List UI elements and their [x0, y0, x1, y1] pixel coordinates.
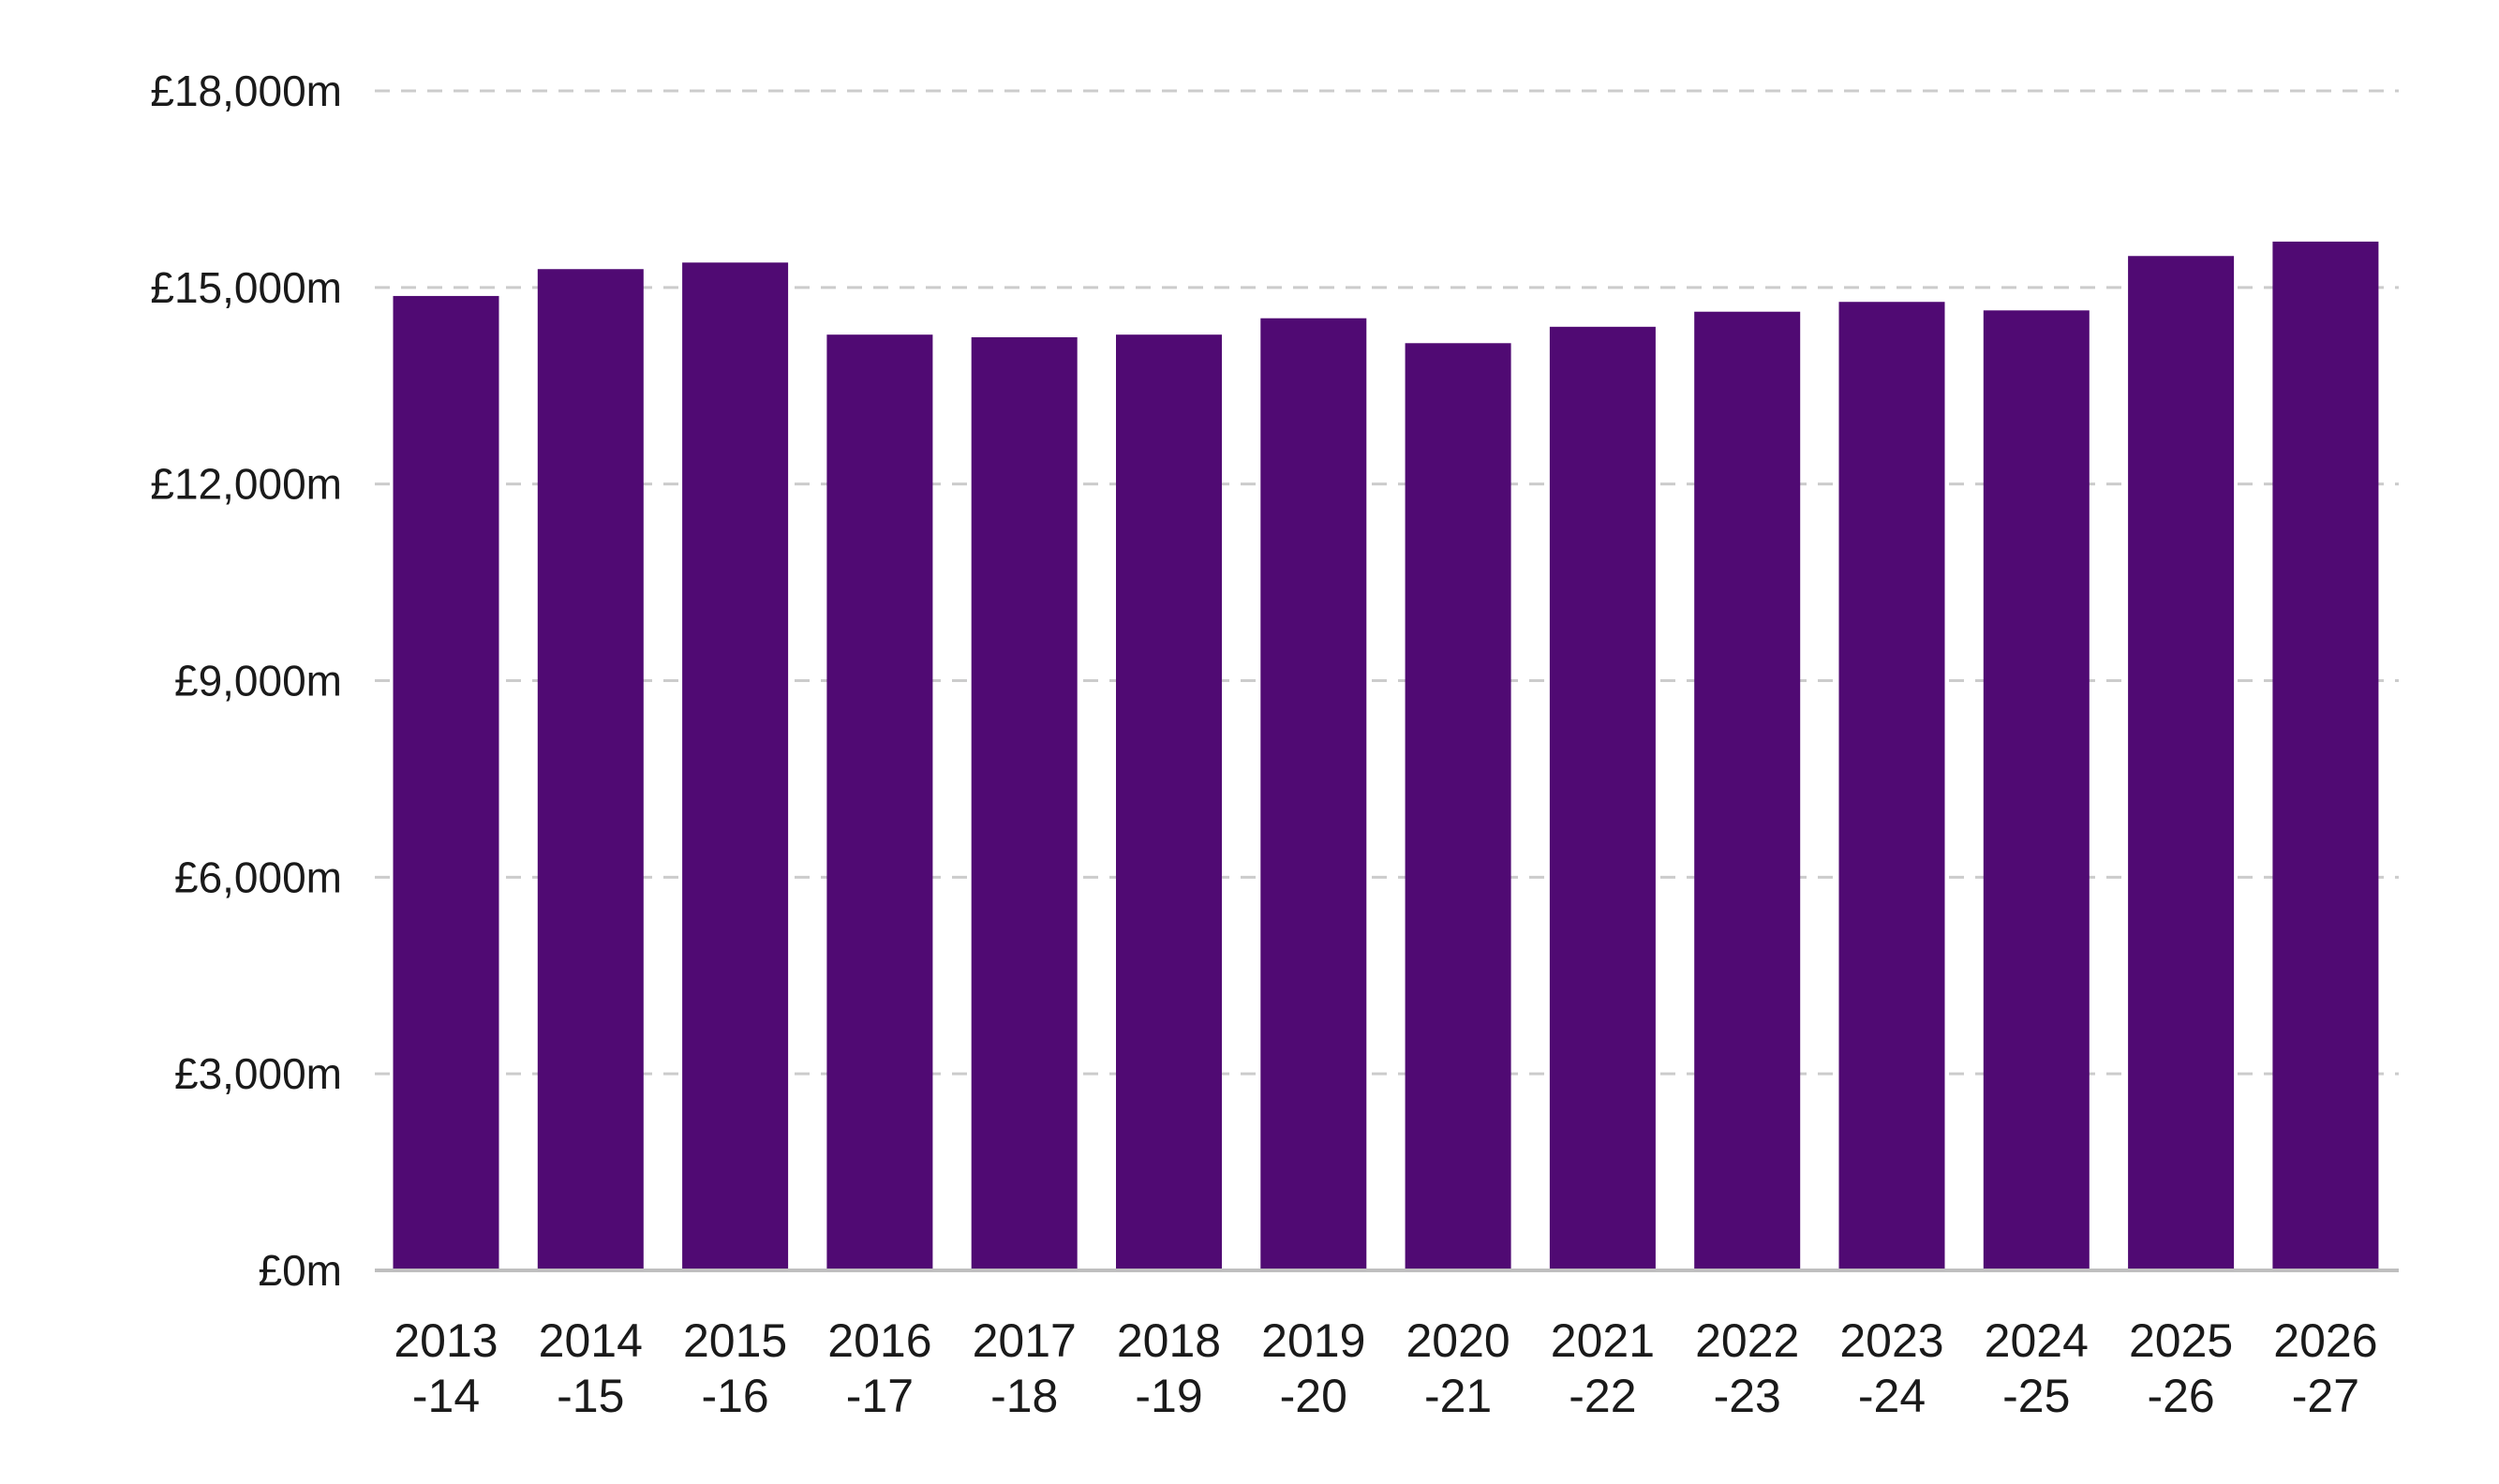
- x-tick-label: 2019: [1261, 1314, 1365, 1367]
- bar: [1549, 326, 1656, 1270]
- bar: [682, 262, 789, 1271]
- bar: [537, 269, 644, 1270]
- x-tick-label: -26: [2147, 1370, 2214, 1422]
- x-tick-label: -19: [1135, 1370, 1202, 1422]
- bar: [1260, 318, 1367, 1270]
- x-tick-label: -24: [1858, 1370, 1926, 1422]
- y-axis-tick-labels: £0m £3,000m £6,000m £9,000m £12,000m £15,000m…: [150, 67, 342, 1295]
- y-tick-label: £15,000m: [150, 263, 342, 312]
- x-tick-label: -21: [1424, 1370, 1492, 1422]
- x-tick-label: -20: [1280, 1370, 1347, 1422]
- y-tick-label: £6,000m: [174, 853, 342, 901]
- bar: [1405, 343, 1511, 1270]
- x-tick-label: 2013: [394, 1314, 498, 1367]
- x-tick-label: 2021: [1551, 1314, 1655, 1367]
- bar: [971, 336, 1078, 1271]
- x-tick-label: -15: [557, 1370, 624, 1422]
- x-tick-label: -25: [2002, 1370, 2070, 1422]
- x-tick-label: -23: [1714, 1370, 1781, 1422]
- bar: [826, 334, 933, 1270]
- y-tick-label: £12,000m: [150, 460, 342, 509]
- y-tick-label: £18,000m: [150, 67, 342, 115]
- x-tick-label: 2020: [1406, 1314, 1510, 1367]
- x-tick-label: -18: [990, 1370, 1058, 1422]
- x-tick-label: 2016: [827, 1314, 931, 1367]
- x-tick-label: -14: [412, 1370, 480, 1422]
- x-tick-label: -27: [2292, 1370, 2359, 1422]
- bar: [1983, 310, 2090, 1270]
- x-tick-label: 2026: [2273, 1314, 2377, 1367]
- x-tick-label: 2017: [973, 1314, 1077, 1367]
- x-tick-label: 2025: [2129, 1314, 2233, 1367]
- x-tick-label: 2022: [1695, 1314, 1799, 1367]
- bars: [393, 241, 2379, 1271]
- x-tick-label: 2014: [539, 1314, 643, 1367]
- bar: [1116, 334, 1222, 1270]
- x-tick-label: 2023: [1839, 1314, 1943, 1367]
- bar: [2128, 256, 2235, 1270]
- x-tick-label: 2018: [1117, 1314, 1221, 1367]
- bar: [393, 295, 499, 1270]
- x-tick-label: -16: [701, 1370, 768, 1422]
- x-tick-label: -22: [1569, 1370, 1636, 1422]
- y-tick-label: £0m: [259, 1246, 342, 1295]
- bar: [1694, 311, 1801, 1270]
- bar: [2272, 241, 2379, 1271]
- gridlines: [375, 89, 2399, 1076]
- x-tick-label: -17: [846, 1370, 914, 1422]
- y-tick-label: £9,000m: [174, 657, 342, 705]
- x-axis-tick-labels: 2013-142014-152015-162016-172017-182018-…: [394, 1314, 2377, 1422]
- bar: [1838, 302, 1945, 1271]
- y-tick-label: £3,000m: [174, 1049, 342, 1098]
- x-tick-label: 2024: [1985, 1314, 2089, 1367]
- x-tick-label: 2015: [683, 1314, 787, 1367]
